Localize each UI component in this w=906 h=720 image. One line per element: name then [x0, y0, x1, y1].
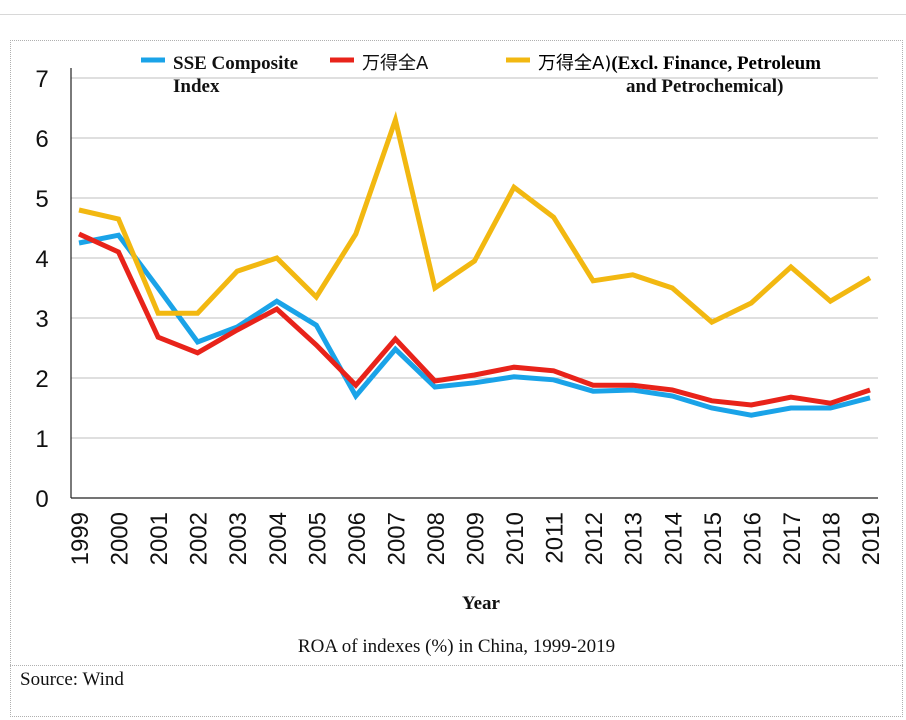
y-tick-label: 1	[35, 426, 48, 453]
x-tick-label: 2009	[463, 512, 490, 565]
x-tick-label: 2013	[621, 512, 648, 565]
x-axis-label: Year	[462, 593, 501, 614]
source-separator	[10, 665, 903, 666]
y-tick-label: 0	[35, 486, 48, 513]
x-tick-label: 1999	[67, 512, 94, 565]
figure-frame	[10, 40, 903, 717]
source-note: Source: Wind	[20, 669, 124, 690]
legend-label: 万得全A	[362, 53, 429, 74]
series-line-1	[78, 232, 871, 418]
x-tick-label: 2018	[818, 512, 845, 565]
y-tick-label: 6	[35, 126, 48, 153]
x-tick-label: 2014	[660, 512, 687, 565]
y-tick-label: 4	[35, 246, 48, 273]
x-tick-label: 2004	[265, 512, 292, 565]
x-tick-label: 2010	[502, 512, 529, 565]
x-tick-label: 2011	[542, 512, 569, 564]
x-tick-label: 2016	[739, 512, 766, 565]
x-tick-label: 2019	[858, 512, 885, 565]
x-tick-label: 2017	[779, 512, 806, 565]
figure-caption: ROA of indexes (%) in China, 1999-2019	[297, 636, 616, 657]
x-tick-label: 2003	[225, 512, 252, 565]
axes: 0 1 2 3 4 5 6 7 1999 2000 2001 2002 2003 2004 2005 2006…	[35, 66, 885, 565]
legend-label: and Petrochemical)	[626, 76, 783, 97]
y-tick-label: 7	[35, 66, 48, 93]
series-line-3	[78, 111, 872, 326]
x-tick-label: 2002	[186, 512, 213, 565]
series-line-2	[77, 231, 871, 408]
x-tick-label: 2015	[700, 512, 727, 565]
y-tick-label: 5	[35, 186, 48, 213]
legend-label: SSE Composite	[173, 53, 298, 74]
legend-label: Index	[173, 76, 220, 97]
x-tick-label: 2007	[383, 512, 410, 565]
top-rule	[0, 14, 906, 15]
x-tick-label: 2000	[107, 512, 134, 565]
y-tick-label: 2	[35, 366, 48, 393]
series-lines	[77, 111, 872, 418]
x-tick-label: 2006	[344, 512, 371, 565]
legend-label: 万得全A)(Excl. Finance, Petroleum	[538, 53, 821, 74]
x-tick-label: 2005	[304, 512, 331, 565]
y-tick-label: 3	[35, 306, 48, 333]
x-tick-label: 2008	[423, 512, 450, 565]
x-tick-label: 2001	[146, 512, 173, 565]
x-tick-label: 2012	[581, 512, 608, 565]
